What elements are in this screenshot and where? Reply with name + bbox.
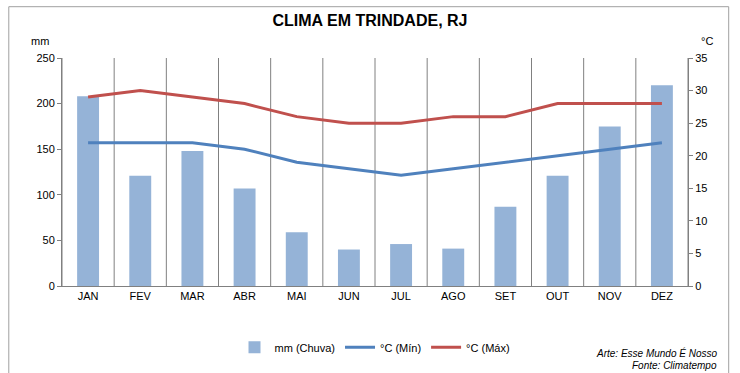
svg-text:Arte: Esse Mundo É Nosso: Arte: Esse Mundo É Nosso: [596, 347, 717, 359]
svg-text:DEZ: DEZ: [651, 290, 673, 302]
svg-text:20: 20: [695, 150, 707, 162]
svg-text:30: 30: [695, 84, 707, 96]
svg-text:25: 25: [695, 117, 707, 129]
svg-text:MAR: MAR: [180, 290, 205, 302]
svg-text:°C (Mín): °C (Mín): [380, 342, 421, 354]
svg-text:5: 5: [695, 247, 701, 259]
svg-text:35: 35: [695, 52, 707, 64]
svg-text:°C: °C: [701, 35, 713, 47]
svg-text:150: 150: [36, 143, 54, 155]
svg-text:OUT: OUT: [546, 290, 570, 302]
svg-text:Fonte: Climatempo: Fonte: Climatempo: [632, 360, 717, 371]
svg-text:50: 50: [43, 234, 55, 246]
svg-text:15: 15: [695, 182, 707, 194]
svg-text:FEV: FEV: [130, 290, 152, 302]
svg-text:mm (Chuva): mm (Chuva): [275, 342, 336, 354]
svg-text:10: 10: [695, 215, 707, 227]
svg-text:JUN: JUN: [338, 290, 359, 302]
svg-text:JUL: JUL: [391, 290, 411, 302]
svg-text:°C (Máx): °C (Máx): [466, 342, 510, 354]
svg-text:ABR: ABR: [233, 290, 256, 302]
svg-text:NOV: NOV: [598, 290, 623, 302]
svg-text:0: 0: [695, 280, 701, 292]
svg-text:SET: SET: [495, 290, 517, 302]
svg-text:100: 100: [36, 189, 54, 201]
svg-text:mm: mm: [31, 35, 49, 47]
svg-text:0: 0: [49, 280, 55, 292]
svg-text:MAI: MAI: [287, 290, 307, 302]
svg-text:AGO: AGO: [441, 290, 466, 302]
svg-text:CLIMA EM TRINDADE, RJ: CLIMA EM TRINDADE, RJ: [273, 12, 468, 29]
svg-text:250: 250: [36, 52, 54, 64]
svg-text:200: 200: [36, 97, 54, 109]
svg-text:JAN: JAN: [78, 290, 99, 302]
